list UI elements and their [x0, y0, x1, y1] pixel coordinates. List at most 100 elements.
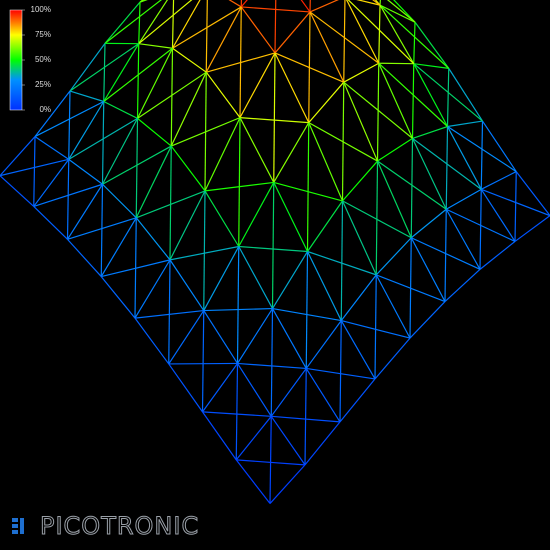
mesh-edge: [235, 459, 271, 504]
mesh-edge: [136, 190, 206, 219]
mesh-edge: [375, 274, 411, 339]
mesh-edge: [274, 52, 310, 123]
mesh-edge: [0, 175, 35, 207]
mesh-edge: [236, 246, 240, 364]
mesh-edge: [307, 200, 343, 252]
mesh-edge: [172, 47, 207, 73]
colorbar-label: 100%: [31, 5, 51, 14]
mesh-edge: [102, 145, 172, 185]
mesh-edge: [235, 415, 272, 461]
mesh-edge: [343, 62, 380, 83]
mesh-edge: [138, 43, 173, 49]
mesh-edge: [411, 63, 415, 139]
mesh-edge: [203, 310, 239, 364]
logo-icon: [12, 530, 18, 534]
mesh-edge: [204, 181, 274, 192]
mesh-edge: [377, 137, 413, 162]
mesh-edge: [139, 0, 148, 3]
mesh-edge: [343, 81, 379, 162]
mesh-edge: [102, 183, 137, 219]
mesh-edge: [386, 0, 416, 23]
mesh-edge: [202, 363, 238, 413]
mesh-edge: [0, 136, 36, 177]
colorbar-label: 50%: [35, 55, 51, 64]
mesh-edge: [274, 0, 277, 53]
mesh-edge: [272, 307, 342, 322]
mesh-edge: [270, 308, 274, 417]
mesh-edge: [206, 52, 276, 73]
mesh-edge: [203, 190, 206, 311]
mesh-edge: [238, 245, 308, 253]
mesh-edge: [101, 259, 171, 278]
mesh-edge: [68, 101, 105, 160]
mesh-edge: [339, 378, 376, 423]
mesh-edge: [204, 190, 240, 247]
mesh-edge: [171, 117, 241, 147]
mesh-edge: [171, 0, 175, 49]
mesh-edge: [339, 320, 342, 422]
mesh-edge: [304, 421, 341, 466]
mesh-edge: [482, 120, 517, 172]
mesh-edge: [271, 308, 307, 369]
mesh-edge: [33, 205, 68, 240]
mesh-edge: [169, 190, 206, 261]
mesh-edge: [170, 145, 206, 192]
mesh-edge: [480, 189, 516, 242]
mesh-edge: [33, 158, 70, 207]
mesh-edge: [309, 0, 311, 12]
mesh-edge: [135, 145, 172, 219]
mesh-edge: [414, 21, 450, 69]
mesh-edge: [375, 237, 412, 276]
surface-mesh: [0, 0, 550, 504]
mesh-edge: [347, 0, 415, 65]
mesh-edge: [306, 251, 342, 321]
mesh-edge: [270, 415, 306, 466]
mesh-edge: [308, 122, 378, 162]
mesh-edge: [445, 126, 449, 210]
mesh-edge: [376, 63, 380, 162]
mesh-edge: [300, 0, 311, 13]
mesh-edge: [239, 117, 309, 124]
mesh-edge: [103, 47, 173, 102]
mesh-edge: [411, 138, 447, 210]
mesh-edge: [103, 43, 106, 102]
mesh-edge: [104, 1, 141, 44]
mesh-edge: [100, 184, 104, 277]
mesh-edge: [342, 200, 412, 239]
mesh-edge: [479, 240, 516, 270]
mesh-edge: [170, 71, 207, 147]
mesh-edge: [33, 136, 36, 207]
mesh-edge: [274, 11, 311, 54]
mesh-edge: [203, 246, 240, 311]
mesh-edge: [409, 301, 446, 339]
mesh-edge: [340, 320, 376, 380]
mesh-edge: [69, 90, 104, 103]
mesh-edge: [376, 274, 446, 303]
mesh-edge: [204, 117, 241, 192]
mesh-edge: [270, 368, 307, 417]
mesh-edge: [235, 363, 239, 460]
mesh-edge: [412, 125, 448, 139]
mesh-edge: [346, 0, 380, 64]
mesh-edge: [445, 188, 482, 210]
mesh-edge: [236, 363, 272, 417]
mesh-edge: [271, 251, 309, 309]
logo: PICOTRONIC: [12, 512, 199, 541]
logo-icon: [20, 518, 24, 534]
mesh-edge: [379, 4, 416, 23]
mesh-edge: [205, 6, 242, 73]
mesh-edge: [172, 6, 242, 49]
mesh-edge: [136, 47, 174, 119]
mesh-edge: [237, 362, 307, 370]
mesh-edge: [169, 245, 239, 261]
colorbar-label: 75%: [35, 30, 51, 39]
mesh-edge: [168, 310, 205, 365]
colorbar-label: 0%: [39, 105, 51, 114]
mesh-edge: [138, 2, 141, 44]
mesh-edge: [170, 48, 174, 147]
mesh-edge: [171, 0, 201, 49]
mesh-edge: [273, 182, 309, 252]
mesh-edge: [238, 182, 275, 247]
mesh-edge: [100, 217, 137, 277]
